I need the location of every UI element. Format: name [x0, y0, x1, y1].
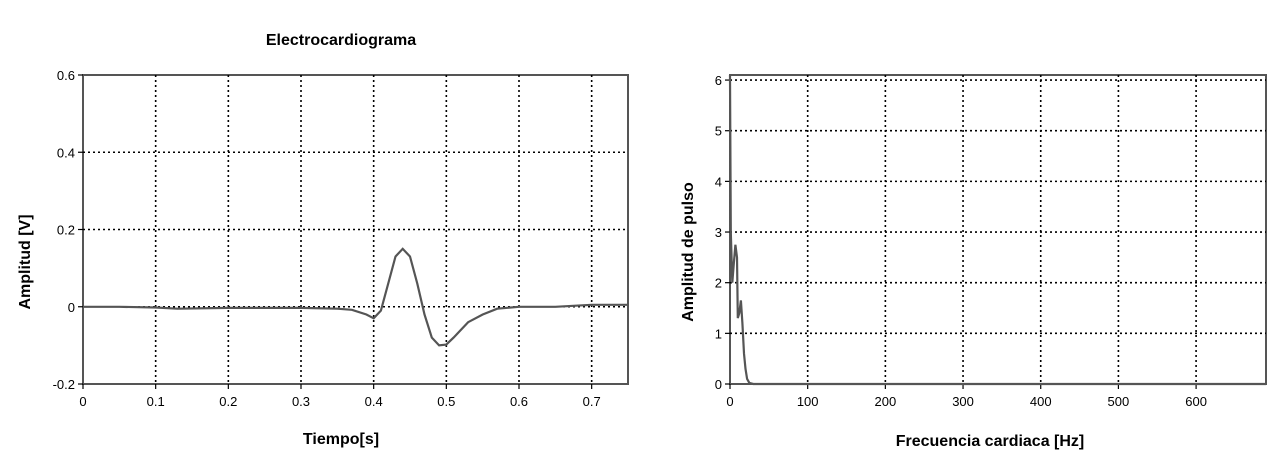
spectrum-y-axis-label: Amplitud de pulso	[680, 182, 697, 322]
spectrum-y-tick-label: 2	[715, 276, 722, 291]
ecg-ticks: 0 0.1 0.2 0.3 0.4 0.5 0.6 0.7 -0.2 0 0.2 0.4 0.6	[53, 68, 601, 409]
spectrum-y-tick-label: 0	[715, 377, 722, 392]
ecg-y-tick-label: 0.2	[57, 223, 75, 238]
ecg-series-line	[83, 247, 628, 347]
ecg-x-tick-label: 0	[79, 394, 86, 409]
spectrum-x-tick-label: 300	[952, 394, 974, 409]
ecg-x-tick-label: 0.4	[365, 394, 383, 409]
spectrum-x-tick-label: 0	[726, 394, 733, 409]
ecg-y-tick-label: -0.2	[53, 377, 75, 392]
ecg-x-tick-label: 0.3	[292, 394, 310, 409]
ecg-x-tick-label: 0.7	[583, 394, 601, 409]
ecg-x-tick-label: 0.5	[437, 394, 455, 409]
ecg-grid	[83, 75, 628, 384]
ecg-chart: Electrocardiograma 0 0.1 0.2 0.3 0.4 0.5 0.6 0.…	[17, 20, 629, 448]
spectrum-y-tick-label: 5	[715, 124, 722, 139]
ecg-y-axis-label: Amplitud [V]	[17, 214, 34, 309]
ecg-x-axis-label: Tiempo[s]	[303, 431, 379, 448]
spectrum-x-tick-label: 500	[1108, 394, 1130, 409]
spectrum-ticks: 0 100 200 300 400 500 600 0 1 2 3 4 5 6	[715, 73, 1207, 409]
spectrum-chart: 0 100 200 300 400 500 600 0 1 2 3 4 5 6 Frecuencia ca…	[680, 73, 1267, 450]
ecg-x-tick-label: 0.6	[510, 394, 528, 409]
ecg-x-tick-label: 0.1	[147, 394, 165, 409]
spectrum-series-line	[728, 74, 1266, 386]
ecg-y-tick-label: 0	[68, 300, 75, 315]
ecg-title-background	[225, 20, 457, 58]
spectrum-x-tick-label: 100	[797, 394, 819, 409]
spectrum-plot-frame	[729, 74, 1267, 385]
spectrum-y-tick-label: 1	[715, 326, 722, 341]
ecg-x-tick-label: 0.2	[219, 394, 237, 409]
spectrum-grid	[730, 75, 1266, 384]
ecg-title: Electrocardiograma	[266, 32, 416, 49]
ecg-y-tick-label: 0.6	[57, 68, 75, 83]
spectrum-x-tick-label: 600	[1185, 394, 1207, 409]
ecg-y-tick-label: 0.4	[57, 145, 75, 160]
spectrum-y-tick-label: 4	[715, 174, 722, 189]
spectrum-x-tick-label: 400	[1030, 394, 1052, 409]
spectrum-x-tick-label: 200	[875, 394, 897, 409]
spectrum-y-tick-label: 6	[715, 73, 722, 88]
spectrum-x-axis-label: Frecuencia cardiaca [Hz]	[896, 433, 1085, 450]
spectrum-y-tick-label: 3	[715, 225, 722, 240]
